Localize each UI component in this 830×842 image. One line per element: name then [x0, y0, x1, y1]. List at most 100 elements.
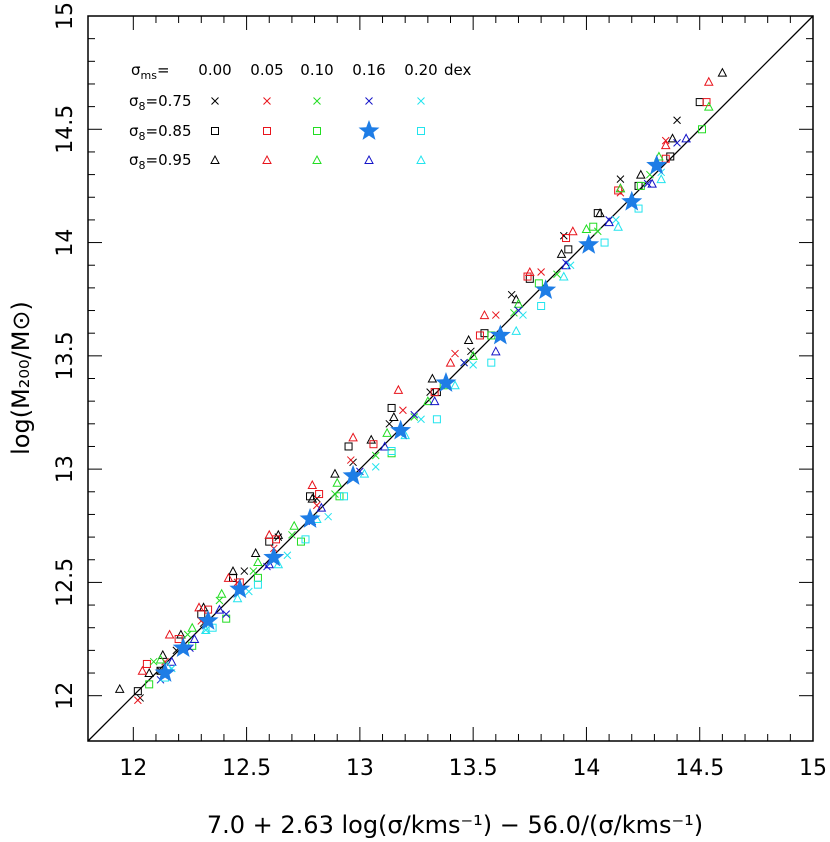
data-point-cross [240, 567, 249, 575]
data-point-triangle [366, 434, 377, 444]
data-point-triangle [613, 221, 623, 231]
y-tick-label: 14 [53, 229, 78, 257]
data-point-cross [371, 451, 380, 460]
data-point-cross [562, 259, 570, 267]
data-point-triangle [450, 380, 460, 390]
x-tick-label: 12 [119, 756, 147, 781]
data-point-triangle [194, 602, 204, 612]
highlight-star-point [172, 637, 194, 658]
y-tick-label: 13 [53, 455, 78, 483]
data-point-triangle [273, 559, 284, 569]
data-point-square [432, 415, 441, 424]
data-point-cross [410, 413, 419, 421]
data-point-triangle [176, 629, 186, 639]
data-point-triangle [264, 559, 275, 569]
data-point-cross [537, 268, 545, 276]
data-point-triangle [556, 248, 567, 258]
data-point-square [564, 245, 573, 254]
data-point-cross [559, 231, 568, 240]
data-point-cross [593, 227, 602, 236]
legend-marker-triangle [262, 154, 272, 164]
data-point-square [614, 186, 623, 195]
highlight-star-point [197, 609, 219, 630]
legend-marker-cross [313, 97, 321, 105]
data-point-cross [183, 630, 192, 639]
data-point-cross [274, 533, 283, 541]
data-point-triangle [187, 622, 198, 632]
data-point-square [315, 490, 324, 499]
data-point-triangle [114, 683, 125, 693]
x-tick-label: 13.5 [449, 756, 498, 781]
data-point-square [301, 535, 310, 544]
highlight-star-point [390, 419, 412, 440]
data-point-square [387, 447, 396, 455]
data-point-cross [460, 358, 468, 367]
legend-marker-cross [417, 97, 425, 105]
data-point-cross [553, 270, 561, 279]
data-point-triangle [200, 624, 211, 634]
y-tick-label: 14.5 [53, 105, 78, 154]
legend-sigma-ms-value: 0.05 [250, 61, 283, 79]
legend-marker-square [313, 127, 321, 135]
y-axis-label: log(M₂₀₀/M⊙) [7, 301, 35, 455]
data-point-cross [331, 490, 339, 498]
data-point-square [487, 358, 496, 367]
data-point-square [335, 492, 344, 501]
legend-sigma-ms-label: σms= [131, 61, 170, 82]
legend-row-label: σ8=0.85 [129, 122, 191, 143]
data-point-cross [605, 216, 613, 224]
data-point-triangle [232, 593, 243, 603]
y-tick-label: 15 [53, 2, 78, 30]
data-point-square [636, 181, 645, 190]
data-point-cross [467, 347, 475, 356]
data-point-triangle [216, 588, 227, 598]
data-point-cross [385, 419, 394, 428]
data-point-triangle [703, 101, 714, 111]
data-point-square [145, 680, 154, 689]
legend-sigma-ms-value: 0.00 [198, 61, 231, 79]
data-point-cross [133, 696, 142, 705]
legend-marker-cross [211, 97, 219, 105]
data-point-cross [426, 388, 434, 396]
legend-row-label: σ8=0.95 [129, 151, 191, 172]
y-tick-label: 12 [53, 682, 78, 710]
data-point-square [222, 614, 231, 623]
data-point-cross [616, 188, 625, 197]
data-point-square [340, 492, 349, 501]
data-point-cross [451, 349, 459, 358]
data-point-cross [507, 290, 516, 299]
data-point-triangle [379, 441, 390, 451]
data-point-triangle [568, 226, 578, 236]
data-point-triangle [253, 556, 263, 567]
data-point-cross [566, 261, 575, 270]
data-point-triangle [445, 357, 456, 367]
data-point-cross [249, 567, 258, 575]
data-point-triangle [289, 520, 300, 530]
data-point-square [537, 302, 546, 310]
data-point-triangle [660, 140, 671, 150]
data-point-triangle [429, 396, 440, 406]
data-point-cross [417, 415, 425, 424]
data-point-triangle [166, 656, 177, 666]
y-tick-label: 13.5 [53, 331, 78, 380]
data-point-cross [149, 657, 158, 666]
data-point-triangle [307, 493, 318, 503]
legend-sigma-ms-value: 0.10 [300, 61, 333, 79]
chart-legend: σms= 0.00 0.05 0.10 0.16 0.20 dex σ8=0.75 σ8=0.8… [129, 61, 471, 172]
data-point-cross [673, 139, 681, 147]
data-point-triangle [332, 477, 343, 487]
data-point-triangle [681, 133, 691, 143]
data-point-triangle [427, 373, 438, 383]
data-point-square [387, 403, 396, 412]
data-point-square [272, 535, 281, 544]
data-point-triangle [250, 547, 261, 557]
legend-sigma-ms-value: 0.20 [404, 61, 437, 79]
data-point-cross [612, 216, 620, 224]
legend-marker-triangle [416, 154, 426, 164]
data-point-triangle [656, 174, 667, 184]
data-point-square [306, 492, 315, 501]
legend-marker-triangle [312, 154, 322, 164]
highlight-star-point [535, 279, 557, 300]
data-point-square [593, 209, 602, 218]
data-point-cross [491, 311, 500, 319]
